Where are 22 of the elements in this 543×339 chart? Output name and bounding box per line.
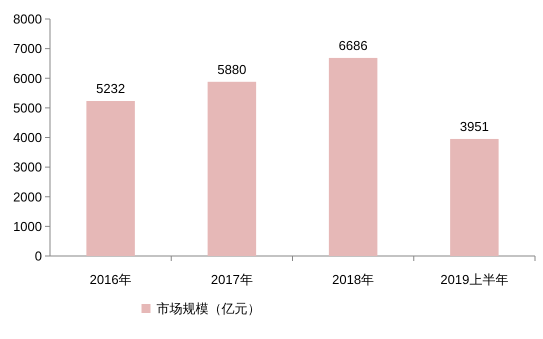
y-tick-label: 8000 — [13, 12, 42, 27]
x-tick-label: 2019上半年 — [440, 272, 508, 287]
y-tick-label: 5000 — [13, 100, 42, 116]
data-label: 5232 — [96, 81, 126, 96]
x-tick-label: 2016年 — [90, 272, 132, 287]
y-tick-label: 6000 — [13, 70, 42, 86]
y-tick-label: 3000 — [13, 160, 42, 175]
data-label: 5880 — [217, 62, 246, 77]
y-tick-label: 0 — [34, 248, 42, 264]
y-tick-label: 7000 — [13, 41, 42, 56]
legend-label: 市场规模（亿元） — [156, 301, 260, 316]
y-tick-label: 1000 — [13, 218, 42, 234]
bar — [328, 58, 378, 256]
bar — [208, 82, 256, 256]
bar — [86, 101, 135, 256]
data-label: 6686 — [338, 38, 368, 53]
y-tick-label: 4000 — [13, 130, 42, 146]
data-label: 3951 — [460, 118, 489, 134]
y-tick-label: 2000 — [13, 189, 42, 204]
bar — [450, 138, 499, 256]
x-tick-label: 2017年 — [210, 272, 253, 287]
x-tick-label: 2018年 — [332, 272, 374, 287]
